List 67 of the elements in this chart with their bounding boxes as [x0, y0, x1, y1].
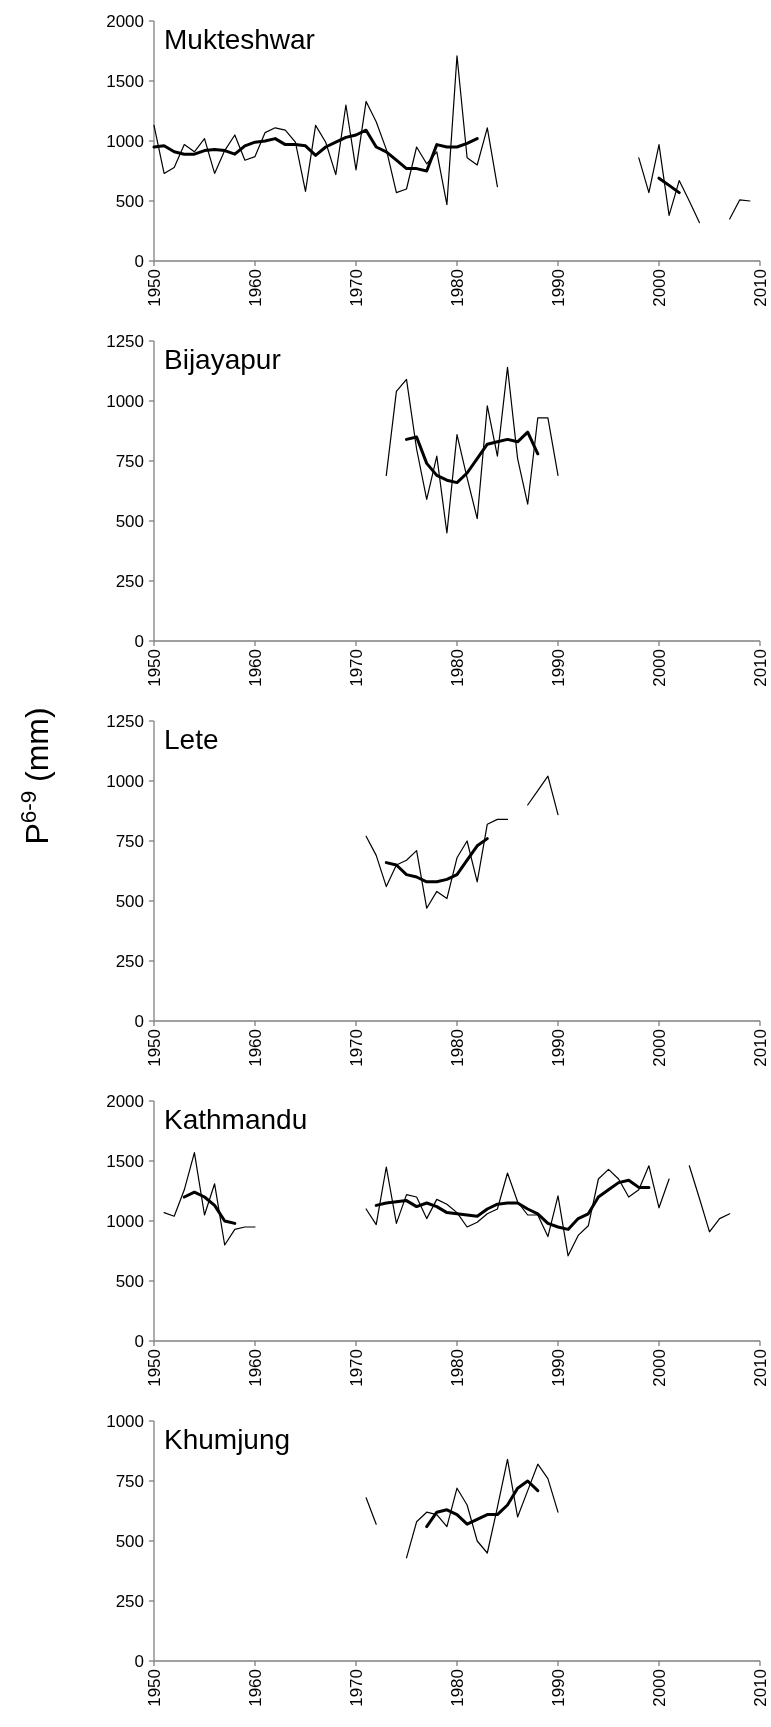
- x-tick-label: 1980: [447, 1029, 467, 1067]
- x-tick-label: 1950: [144, 1029, 164, 1067]
- x-tick-label: 2000: [649, 649, 669, 687]
- y-tick-label: 1000: [106, 1411, 144, 1431]
- chart-title: Bijayapur: [164, 344, 281, 375]
- chart-title: Mukteshwar: [164, 24, 315, 55]
- y-tick-label: 1500: [106, 71, 144, 91]
- x-tick-label: 2000: [649, 1029, 669, 1067]
- y-tick-label: 500: [115, 511, 144, 531]
- y-tick-label: 250: [115, 951, 144, 971]
- x-tick-label: 1950: [144, 1669, 164, 1707]
- x-tick-label: 1980: [447, 269, 467, 307]
- x-tick-label: 1950: [144, 1349, 164, 1387]
- x-tick-label: 2000: [649, 1349, 669, 1387]
- y-tick-label: 1250: [106, 331, 144, 351]
- x-tick-label: 2010: [750, 269, 770, 307]
- y-tick-label: 0: [134, 251, 144, 271]
- y-tick-label: 1000: [106, 391, 144, 411]
- x-tick-label: 1950: [144, 649, 164, 687]
- x-tick-label: 1990: [548, 1029, 568, 1067]
- y-tick-label: 1500: [106, 1151, 144, 1171]
- y-tick-label: 500: [115, 891, 144, 911]
- x-tick-label: 1970: [346, 1029, 366, 1067]
- x-tick-label: 2010: [750, 649, 770, 687]
- x-tick-label: 1970: [346, 649, 366, 687]
- y-tick-label: 1250: [106, 711, 144, 731]
- y-tick-label: 500: [115, 191, 144, 211]
- x-tick-label: 2000: [649, 1669, 669, 1707]
- x-tick-label: 1990: [548, 1349, 568, 1387]
- x-tick-label: 2010: [750, 1669, 770, 1707]
- y-tick-label: 250: [115, 1591, 144, 1611]
- y-tick-label: 1000: [106, 131, 144, 151]
- x-tick-label: 1990: [548, 1669, 568, 1707]
- y-tick-label: 500: [115, 1271, 144, 1291]
- y-tick-label: 1000: [106, 1211, 144, 1231]
- y-tick-label: 0: [134, 631, 144, 651]
- x-tick-label: 1990: [548, 649, 568, 687]
- y-tick-label: 0: [134, 1011, 144, 1031]
- x-tick-label: 1960: [245, 1029, 265, 1067]
- y-tick-label: 500: [115, 1531, 144, 1551]
- chart-title: Khumjung: [164, 1424, 291, 1455]
- chart-title: Lete: [164, 724, 219, 755]
- x-tick-label: 1960: [245, 1349, 265, 1387]
- y-tick-label: 250: [115, 571, 144, 591]
- y-tick-label: 1000: [106, 771, 144, 791]
- x-tick-label: 1980: [447, 649, 467, 687]
- x-tick-label: 1980: [447, 1349, 467, 1387]
- x-tick-label: 1970: [346, 1669, 366, 1707]
- y-tick-label: 750: [115, 1471, 144, 1491]
- x-tick-label: 1990: [548, 269, 568, 307]
- y-tick-label: 0: [134, 1651, 144, 1671]
- x-tick-label: 1950: [144, 269, 164, 307]
- x-tick-label: 2010: [750, 1029, 770, 1067]
- y-tick-label: 750: [115, 831, 144, 851]
- x-tick-label: 2010: [750, 1349, 770, 1387]
- x-tick-label: 1980: [447, 1669, 467, 1707]
- x-tick-label: 1960: [245, 269, 265, 307]
- x-tick-label: 1970: [346, 1349, 366, 1387]
- x-tick-label: 2000: [649, 269, 669, 307]
- x-tick-label: 1960: [245, 649, 265, 687]
- x-tick-label: 1970: [346, 269, 366, 307]
- chart-title: Kathmandu: [164, 1104, 308, 1135]
- y-tick-label: 750: [115, 451, 144, 471]
- x-tick-label: 1960: [245, 1669, 265, 1707]
- y-tick-label: 0: [134, 1331, 144, 1351]
- y-tick-label: 2000: [106, 11, 144, 31]
- y-tick-label: 2000: [106, 1091, 144, 1111]
